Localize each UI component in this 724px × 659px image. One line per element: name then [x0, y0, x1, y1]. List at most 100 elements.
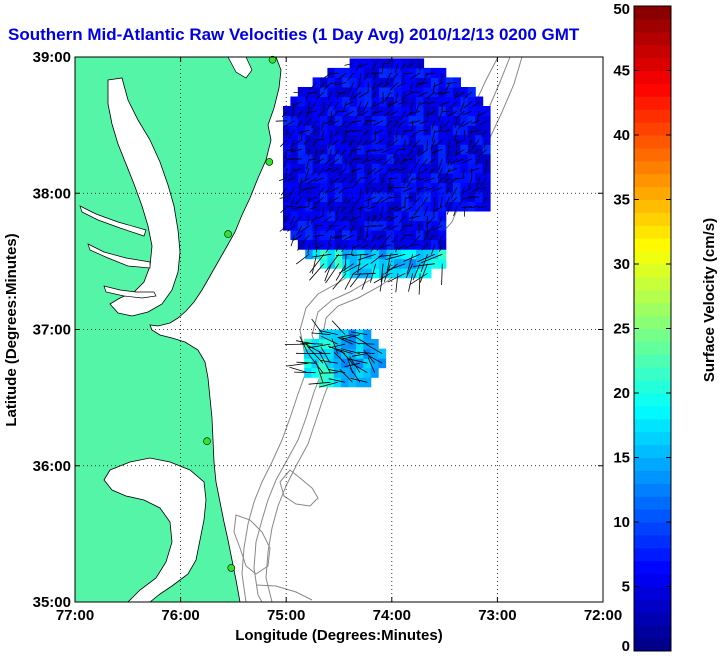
velocity-vector	[298, 187, 303, 196]
velocity-vector	[376, 82, 384, 87]
velocity-vector	[413, 263, 435, 267]
velocity-vector	[464, 187, 473, 193]
velocity-cell	[430, 258, 439, 269]
velocity-cell	[312, 153, 321, 164]
velocity-vector	[412, 234, 421, 245]
velocity-cell	[290, 125, 299, 136]
velocity-cell	[423, 77, 432, 88]
velocity-cell	[357, 87, 365, 98]
velocity-vector	[342, 101, 347, 113]
velocity-cell	[416, 144, 425, 155]
velocity-vector	[334, 149, 340, 157]
velocity-vector	[378, 253, 398, 257]
velocity-cell	[357, 163, 365, 174]
velocity-vector	[340, 348, 361, 354]
velocity-vector	[300, 342, 323, 345]
velocity-cell	[334, 230, 343, 241]
velocity-cell	[342, 258, 351, 269]
velocity-cell	[379, 191, 388, 202]
velocity-vector	[280, 187, 288, 196]
velocity-vector	[461, 158, 472, 164]
velocity-vector	[423, 234, 428, 242]
velocity-vector	[398, 167, 406, 172]
velocity-cell	[416, 106, 425, 117]
velocity-vector	[444, 82, 451, 94]
velocity-cell	[438, 230, 447, 241]
velocity-cell	[311, 367, 320, 378]
velocity-cell	[327, 249, 336, 260]
velocity-vector	[400, 63, 406, 71]
velocity-cell	[386, 258, 395, 269]
velocity-vector	[294, 371, 316, 374]
velocity-cell	[430, 220, 439, 231]
colorbar-band	[634, 289, 671, 304]
velocity-cell	[371, 220, 380, 231]
velocity-cell	[349, 249, 358, 260]
velocity-vector	[364, 196, 376, 202]
velocity-vector	[482, 196, 487, 205]
velocity-vector	[333, 351, 346, 364]
colorbar-band	[634, 135, 671, 149]
colorbar-band	[634, 573, 671, 587]
velocity-cell	[453, 77, 461, 88]
velocity-cell	[320, 182, 328, 193]
velocity-vector	[449, 196, 458, 206]
velocity-cell	[290, 144, 299, 155]
velocity-vector	[450, 158, 458, 166]
velocity-cell	[363, 367, 372, 378]
velocity-vector	[356, 234, 362, 242]
velocity-vector	[370, 110, 376, 118]
velocity-vector	[363, 349, 376, 364]
velocity-vector	[344, 234, 354, 240]
velocity-vector	[417, 91, 428, 98]
velocity-cell	[364, 106, 373, 117]
velocity-cell	[297, 125, 306, 136]
velocity-vector	[388, 177, 391, 188]
velocity-vector	[447, 149, 451, 157]
velocity-vector	[376, 234, 384, 240]
velocity-vector	[329, 187, 339, 193]
velocity-vector	[379, 244, 391, 249]
velocity-cell	[355, 367, 364, 378]
y-axis-label: Latitude (Degrees:Minutes)	[3, 233, 20, 426]
velocity-vector	[375, 158, 384, 162]
velocity-vector	[433, 129, 443, 133]
velocity-cell	[475, 125, 484, 136]
velocity-cell	[379, 258, 388, 269]
velocity-vector	[471, 120, 480, 125]
velocity-vector	[419, 263, 428, 283]
velocity-vector	[357, 253, 376, 261]
velocity-cell	[445, 115, 454, 126]
velocity-vector	[388, 263, 406, 270]
velocity-vector	[386, 139, 391, 148]
velocity-vector	[448, 139, 451, 149]
x-tick-label: 75:00	[267, 607, 305, 624]
velocity-vector	[359, 110, 369, 117]
velocity-vector	[311, 168, 317, 176]
velocity-vector	[309, 158, 317, 161]
velocity-vector	[432, 206, 443, 213]
velocity-cell	[370, 367, 379, 378]
velocity-vector	[462, 168, 465, 178]
velocity-cell	[445, 153, 454, 164]
velocity-cell	[327, 96, 336, 107]
velocity-vector	[357, 351, 375, 354]
chesapeake-bay	[107, 77, 181, 317]
velocity-vector	[324, 253, 340, 273]
velocity-vector	[377, 187, 384, 194]
velocity-vector	[303, 139, 310, 145]
velocity-cell	[355, 348, 364, 359]
velocity-cell	[334, 220, 343, 231]
velocity-cell	[393, 96, 402, 107]
velocity-vector	[394, 206, 406, 212]
velocity-cell	[349, 258, 358, 269]
velocity-vector	[435, 139, 443, 146]
velocity-vector	[446, 206, 451, 215]
velocity-cell	[320, 220, 328, 231]
velocity-cell	[290, 182, 299, 193]
velocity-vector	[350, 120, 361, 124]
velocity-cell	[408, 230, 417, 241]
velocity-cell	[416, 249, 425, 260]
velocity-vector	[329, 343, 346, 349]
colorbar-tick-label: 0	[622, 638, 630, 655]
